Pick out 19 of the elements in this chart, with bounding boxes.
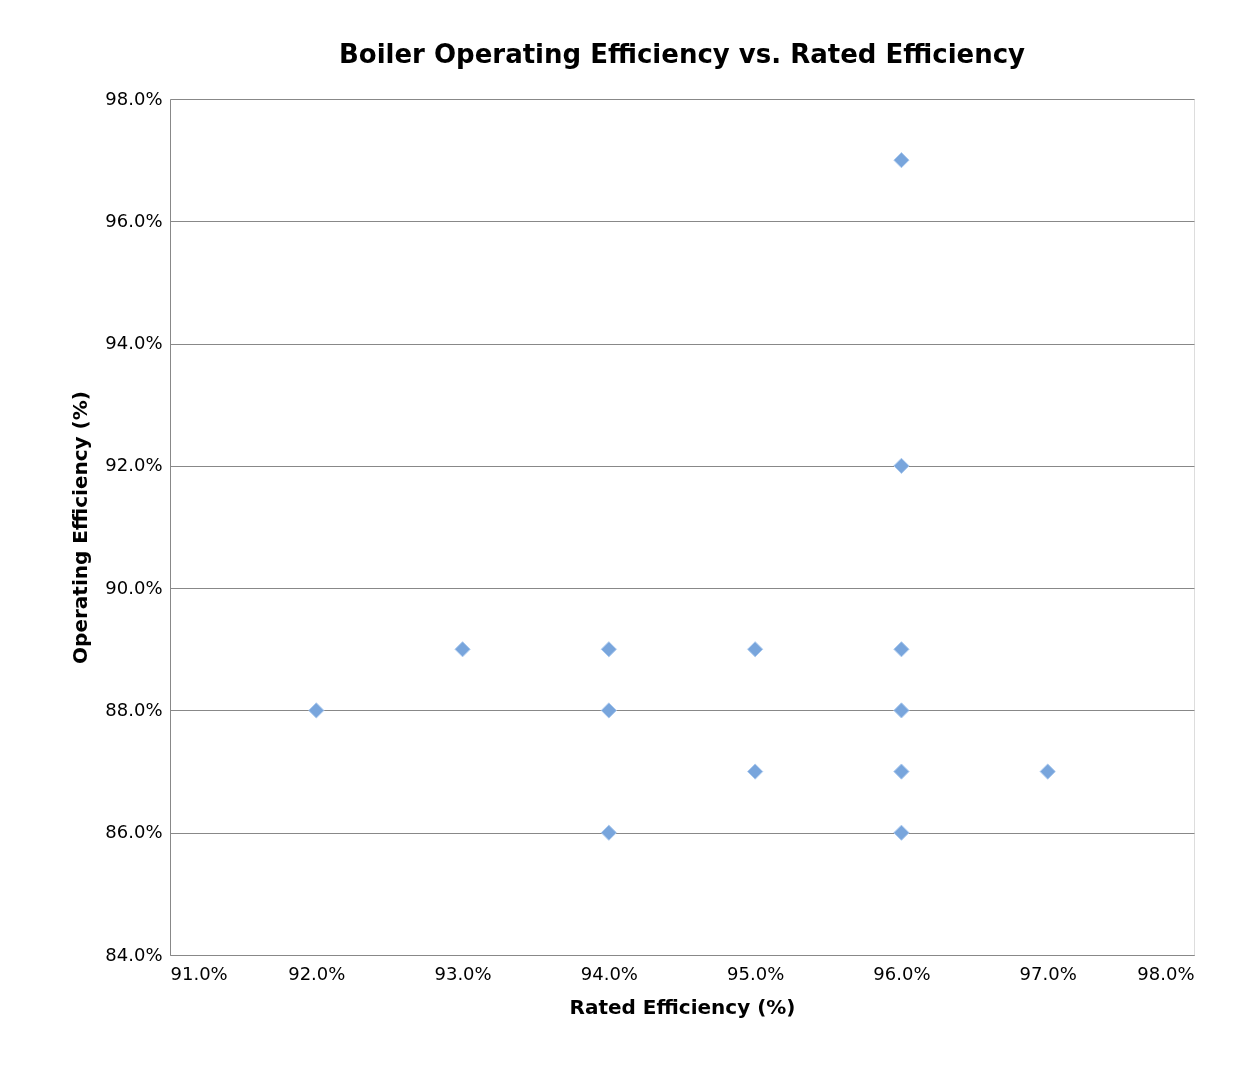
- x-tick-label: 91.0%: [170, 962, 228, 984]
- y-tick-label: 98.0%: [105, 87, 163, 109]
- x-tick-label: 98.0%: [1137, 962, 1195, 984]
- y-axis-title: Operating Efficiency (%): [68, 391, 93, 664]
- x-tick-label: 96.0%: [873, 962, 931, 984]
- y-tick-label: 88.0%: [105, 698, 163, 720]
- x-tick-label: 92.0%: [288, 962, 346, 984]
- x-tick-label: 94.0%: [580, 962, 638, 984]
- y-tick-label: 96.0%: [105, 209, 163, 231]
- x-axis-title: Rated Efficiency (%): [569, 994, 796, 1019]
- y-tick-label: 94.0%: [105, 332, 163, 354]
- x-tick-label: 95.0%: [727, 962, 785, 984]
- y-tick-label: 86.0%: [105, 821, 163, 843]
- y-tick-label: 92.0%: [105, 454, 163, 476]
- chart-title: Boiler Operating Efficiency vs. Rated Efficiency: [338, 39, 1026, 69]
- x-tick-label: 97.0%: [1019, 962, 1077, 984]
- x-tick-label: 93.0%: [434, 962, 492, 984]
- y-tick-label: 90.0%: [105, 576, 163, 598]
- y-tick-label: 84.0%: [105, 943, 163, 965]
